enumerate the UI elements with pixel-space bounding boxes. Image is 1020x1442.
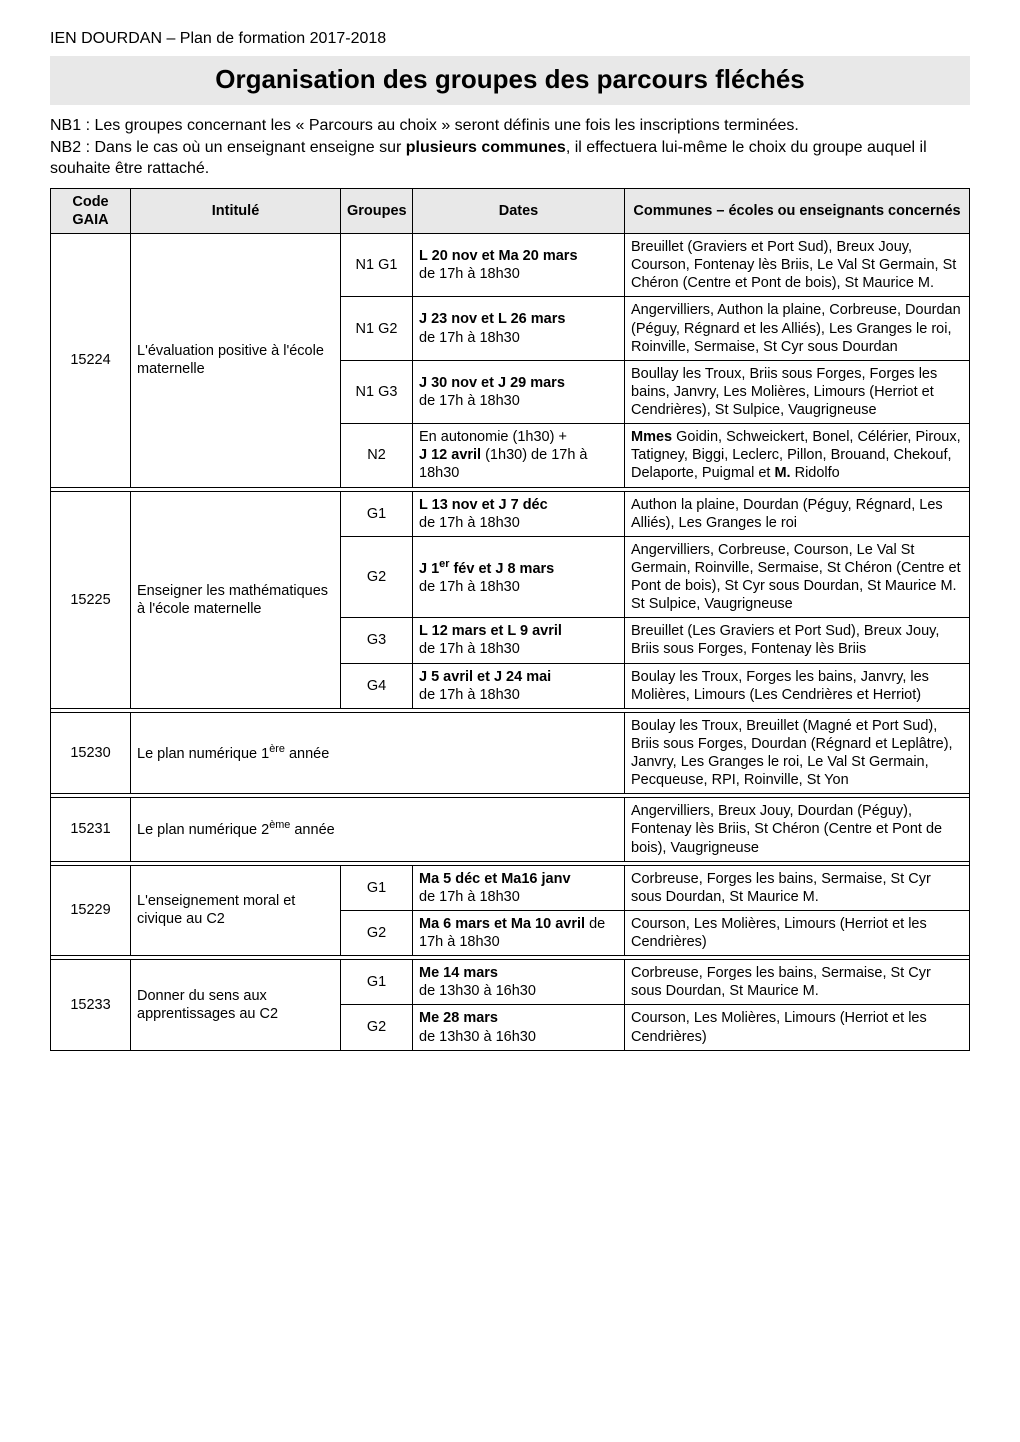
table-header-row: Code GAIA Intitulé Groupes Dates Commune…: [51, 188, 970, 233]
dates-cell: L 13 nov et J 7 décde 17h à 18h30: [413, 491, 625, 536]
code-cell: 15233: [51, 960, 131, 1051]
group-cell: G1: [341, 491, 413, 536]
col-dates: Dates: [413, 188, 625, 233]
code-cell: 15230: [51, 712, 131, 794]
table-row: 15231 Le plan numérique 2ème année Anger…: [51, 798, 970, 861]
col-communes: Communes – écoles ou enseignants concern…: [625, 188, 970, 233]
intitule-cell: Donner du sens aux apprentissages au C2: [131, 960, 341, 1051]
communes-cell: Boullay les Troux, Briis sous Forges, Fo…: [625, 360, 970, 423]
communes-cell: Courson, Les Molières, Limours (Herriot …: [625, 910, 970, 955]
code-cell: 15231: [51, 798, 131, 861]
table-row: 15225 Enseigner les mathématiques à l'éc…: [51, 491, 970, 536]
dates-cell: Ma 6 mars et Ma 10 avril de 17h à 18h30: [413, 910, 625, 955]
group-cell: G1: [341, 960, 413, 1005]
communes-cell: Corbreuse, Forges les bains, Sermaise, S…: [625, 960, 970, 1005]
col-groupes: Groupes: [341, 188, 413, 233]
intro-block: NB1 : Les groupes concernant les « Parco…: [50, 115, 970, 180]
dates-cell: J 1er fév et J 8 marsde 17h à 18h30: [413, 536, 625, 618]
schedule-table: Code GAIA Intitulé Groupes Dates Commune…: [50, 188, 970, 1051]
group-cell: G1: [341, 865, 413, 910]
communes-cell: Boulay les Troux, Breuillet (Magné et Po…: [625, 712, 970, 794]
table-row: 15230 Le plan numérique 1ère année Boula…: [51, 712, 970, 794]
communes-cell: Breuillet (Graviers et Port Sud), Breux …: [625, 234, 970, 297]
dates-cell: J 5 avril et J 24 maide 17h à 18h30: [413, 663, 625, 708]
dates-cell: Me 14 marsde 13h30 à 16h30: [413, 960, 625, 1005]
group-cell: G2: [341, 1005, 413, 1050]
code-cell: 15225: [51, 491, 131, 708]
table-row: 15233 Donner du sens aux apprentissages …: [51, 960, 970, 1005]
group-cell: G2: [341, 536, 413, 618]
dates-cell: Me 28 marsde 13h30 à 16h30: [413, 1005, 625, 1050]
dates-cell: J 30 nov et J 29 marsde 17h à 18h30: [413, 360, 625, 423]
table-row: 15229 L'enseignement moral et civique au…: [51, 865, 970, 910]
dates-bold-html: J 1er fév et J 8 mars: [419, 561, 554, 577]
intitule-cell: L'enseignement moral et civique au C2: [131, 865, 341, 956]
intitule-cell: Le plan numérique 2ème année: [131, 798, 625, 861]
code-cell: 15229: [51, 865, 131, 956]
dates-cell: L 20 nov et Ma 20 marsde 17h à 18h30: [413, 234, 625, 297]
communes-cell: Angervilliers, Corbreuse, Courson, Le Va…: [625, 536, 970, 618]
dates-cell: En autonomie (1h30) + J 12 avril (1h30) …: [413, 424, 625, 487]
table-body: 15224 L'évaluation positive à l'école ma…: [51, 234, 970, 1051]
code-cell: 15224: [51, 234, 131, 488]
intro-nb2-a: NB2 : Dans le cas où un enseignant ensei…: [50, 139, 406, 156]
communes-cell: Corbreuse, Forges les bains, Sermaise, S…: [625, 865, 970, 910]
col-code: Code GAIA: [51, 188, 131, 233]
group-cell: N2: [341, 424, 413, 487]
communes-cell: Boulay les Troux, Forges les bains, Janv…: [625, 663, 970, 708]
communes-cell: Angervilliers, Authon la plaine, Corbreu…: [625, 297, 970, 360]
group-cell: G4: [341, 663, 413, 708]
communes-cell: Breuillet (Les Graviers et Port Sud), Br…: [625, 618, 970, 663]
group-cell: G2: [341, 910, 413, 955]
group-cell: N1 G3: [341, 360, 413, 423]
intro-nb2-bold: plusieurs communes: [406, 139, 566, 156]
group-cell: G3: [341, 618, 413, 663]
dates-cell: L 12 mars et L 9 avrilde 17h à 18h30: [413, 618, 625, 663]
intitule-cell: Le plan numérique 1ère année: [131, 712, 625, 794]
intro-nb1: NB1 : Les groupes concernant les « Parco…: [50, 117, 799, 134]
communes-cell: Authon la plaine, Dourdan (Péguy, Régnar…: [625, 491, 970, 536]
dates-cell: J 23 nov et L 26 marsde 17h à 18h30: [413, 297, 625, 360]
group-cell: N1 G1: [341, 234, 413, 297]
communes-cell: Angervilliers, Breux Jouy, Dourdan (Pégu…: [625, 798, 970, 861]
communes-cell: Mmes Goidin, Schweickert, Bonel, Célérie…: [625, 424, 970, 487]
dates-cell: Ma 5 déc et Ma16 janvde 17h à 18h30: [413, 865, 625, 910]
doc-header: IEN DOURDAN – Plan de formation 2017-201…: [50, 30, 970, 48]
intitule-cell: Enseigner les mathématiques à l'école ma…: [131, 491, 341, 708]
page-title: Organisation des groupes des parcours fl…: [50, 56, 970, 105]
table-row: 15224 L'évaluation positive à l'école ma…: [51, 234, 970, 297]
col-intitule: Intitulé: [131, 188, 341, 233]
group-cell: N1 G2: [341, 297, 413, 360]
communes-cell: Courson, Les Molières, Limours (Herriot …: [625, 1005, 970, 1050]
page: IEN DOURDAN – Plan de formation 2017-201…: [0, 0, 1020, 1091]
intitule-cell: L'évaluation positive à l'école maternel…: [131, 234, 341, 488]
